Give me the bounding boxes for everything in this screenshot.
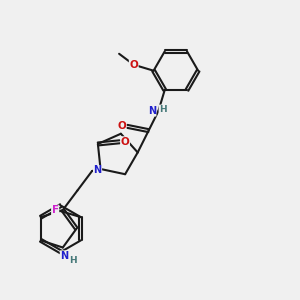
- Text: N: N: [94, 166, 102, 176]
- Text: H: H: [69, 256, 77, 265]
- Text: O: O: [117, 121, 126, 131]
- Text: H: H: [159, 105, 167, 114]
- Text: N: N: [60, 251, 68, 261]
- Text: O: O: [121, 137, 129, 147]
- Text: N: N: [148, 106, 156, 116]
- Text: F: F: [52, 205, 59, 215]
- Text: O: O: [129, 60, 138, 70]
